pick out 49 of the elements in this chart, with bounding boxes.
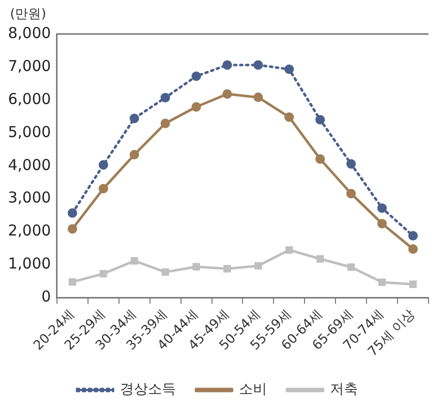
y-tick-label: 0 bbox=[41, 288, 51, 306]
y-axis-title: (만원) bbox=[10, 7, 46, 22]
y-tick-label: 3,000 bbox=[8, 188, 51, 207]
point bbox=[222, 60, 232, 70]
point bbox=[253, 92, 263, 102]
point bbox=[160, 118, 170, 128]
y-tick-label: 7,000 bbox=[8, 56, 51, 75]
y-tick-label: 2,000 bbox=[8, 222, 51, 240]
point bbox=[377, 203, 387, 213]
legend-label: 소비 bbox=[239, 382, 267, 398]
y-tick-label: 5,000 bbox=[8, 122, 51, 141]
point bbox=[130, 114, 140, 124]
point bbox=[192, 263, 200, 271]
point bbox=[346, 188, 356, 198]
point bbox=[408, 244, 418, 254]
legend-label: 경상소득 bbox=[120, 382, 176, 398]
point bbox=[316, 255, 324, 263]
point bbox=[68, 224, 78, 234]
point bbox=[98, 184, 108, 194]
point bbox=[377, 218, 387, 228]
point bbox=[378, 278, 386, 286]
y-tick-label: 8,000 bbox=[8, 24, 51, 42]
point bbox=[160, 92, 170, 102]
point bbox=[285, 246, 293, 254]
point bbox=[130, 257, 138, 265]
point bbox=[100, 270, 108, 278]
point bbox=[192, 71, 202, 81]
point bbox=[162, 268, 170, 276]
y-tick-label: 4,000 bbox=[8, 156, 51, 174]
point bbox=[284, 112, 294, 122]
point bbox=[346, 159, 356, 169]
point bbox=[68, 278, 76, 286]
point bbox=[408, 231, 418, 241]
point bbox=[98, 160, 108, 170]
point bbox=[347, 263, 355, 271]
point bbox=[409, 280, 417, 288]
y-tick-label: 6,000 bbox=[8, 90, 51, 108]
point bbox=[130, 150, 140, 160]
legend-label: 저축 bbox=[330, 382, 358, 398]
point bbox=[192, 102, 202, 112]
point bbox=[315, 154, 325, 164]
point bbox=[315, 114, 325, 124]
point bbox=[284, 64, 294, 74]
point bbox=[222, 89, 232, 99]
point bbox=[68, 208, 78, 218]
y-tick-label: 1,000 bbox=[8, 254, 51, 273]
point bbox=[254, 262, 262, 270]
point bbox=[253, 60, 263, 70]
point bbox=[224, 265, 231, 272]
